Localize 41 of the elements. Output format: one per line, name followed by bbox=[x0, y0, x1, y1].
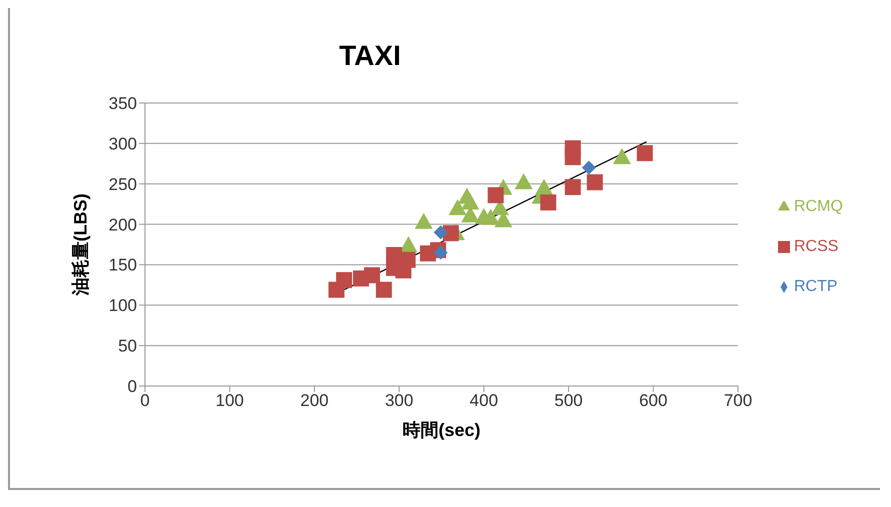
point bbox=[586, 174, 603, 190]
point bbox=[540, 194, 556, 210]
x-tick-label: 200 bbox=[300, 391, 329, 410]
point bbox=[434, 246, 448, 260]
x-tick-label: 700 bbox=[724, 391, 752, 410]
y-tick-label: 150 bbox=[108, 256, 137, 275]
point bbox=[364, 267, 380, 284]
point bbox=[612, 148, 631, 164]
chart-title: TAXI bbox=[338, 40, 402, 72]
y-tick-label: 300 bbox=[108, 134, 137, 154]
point bbox=[514, 173, 533, 190]
y-tick-label: 250 bbox=[108, 174, 137, 194]
x-tick-label: 400 bbox=[470, 391, 498, 410]
x-tick-label: 500 bbox=[554, 391, 583, 410]
x-axis-title: 時間(sec) bbox=[402, 420, 481, 440]
legend-label: RCTP bbox=[794, 278, 838, 295]
point bbox=[582, 160, 596, 175]
point bbox=[564, 179, 581, 196]
point bbox=[442, 225, 459, 242]
point bbox=[414, 212, 433, 229]
x-tick-label: 0 bbox=[140, 391, 150, 410]
y-tick-label: 100 bbox=[108, 296, 137, 316]
x-tick-label: 100 bbox=[216, 391, 244, 410]
y-axis-title: 油耗量(LBS) bbox=[70, 194, 90, 296]
x-tick-label: 300 bbox=[384, 391, 414, 410]
point bbox=[448, 199, 467, 216]
legend-label: RCMQ bbox=[794, 198, 843, 215]
point bbox=[482, 208, 500, 225]
point bbox=[636, 145, 653, 162]
point bbox=[488, 187, 504, 204]
point bbox=[336, 272, 352, 288]
point bbox=[434, 225, 448, 240]
x-tick-label: 600 bbox=[639, 391, 668, 410]
point bbox=[564, 149, 581, 166]
point bbox=[461, 193, 480, 210]
y-tick-label: 50 bbox=[118, 336, 137, 356]
y-tick-label: 0 bbox=[128, 377, 137, 396]
point bbox=[376, 282, 392, 298]
legend-label: RCSS bbox=[794, 238, 838, 255]
y-tick-label: 200 bbox=[108, 215, 137, 234]
y-tick-label: 350 bbox=[108, 94, 137, 114]
